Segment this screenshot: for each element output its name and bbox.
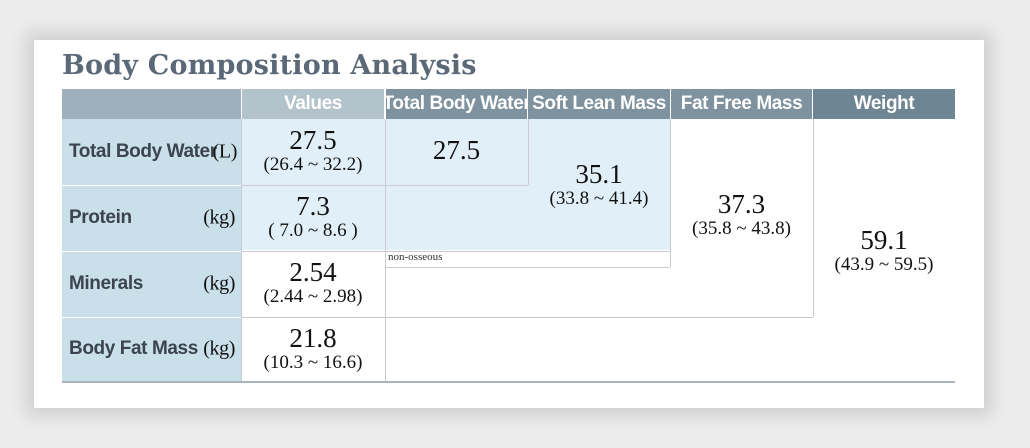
column-divider [241,119,242,381]
row-divider [62,251,241,252]
column-divider [813,119,814,317]
column-divider [670,119,671,267]
value-body-fat-mass: 21.8 (10.3 ~ 16.6) [263,323,363,373]
header-values: Values [242,89,384,119]
column-divider [385,119,386,381]
row-divider [241,251,670,252]
row-label-body-fat-mass: Body Fat Mass (kg) [62,317,241,381]
value-protein: 7.3( 7.0 ~ 8.6 ) [268,191,358,241]
value-minerals: 2.54 (2.44 ~ 2.98) [263,257,363,307]
row-divider [62,317,241,318]
row-label-total-body-water: Total Body Water (L) [62,119,241,185]
non-osseous-note: non-osseous [388,251,443,263]
total-body-water-value: 27.5 [432,135,481,165]
header-weight: Weight [813,89,955,119]
section-title: Body Composition Analysis [62,50,477,81]
values-highlight [241,119,385,250]
header-soft-lean-mass: Soft Lean Mass [528,89,670,119]
weight-value: 59.1 (43.9 ~ 59.5) [834,225,934,275]
value-total-body-water: 27.5 (26.4 ~ 32.2) [263,125,363,175]
header-total-body-water: Total Body Water [386,89,527,119]
row-divider [241,185,528,186]
header-fat-free-mass: Fat Free Mass [671,89,812,119]
row-divider [385,267,670,268]
row-divider [241,317,813,318]
row-label-minerals: Minerals (kg) [62,251,241,317]
column-divider [528,119,529,185]
soft-lean-mass-value: 35.1 (33.8 ~ 41.4) [549,159,649,209]
row-label-protein: Protein (kg) [62,185,241,251]
table-bottom-border [62,381,955,383]
fat-free-mass-value: 37.3 (35.8 ~ 43.8) [692,189,791,239]
lean-highlight [385,119,670,250]
header-blank [62,89,241,119]
row-divider [62,185,241,186]
